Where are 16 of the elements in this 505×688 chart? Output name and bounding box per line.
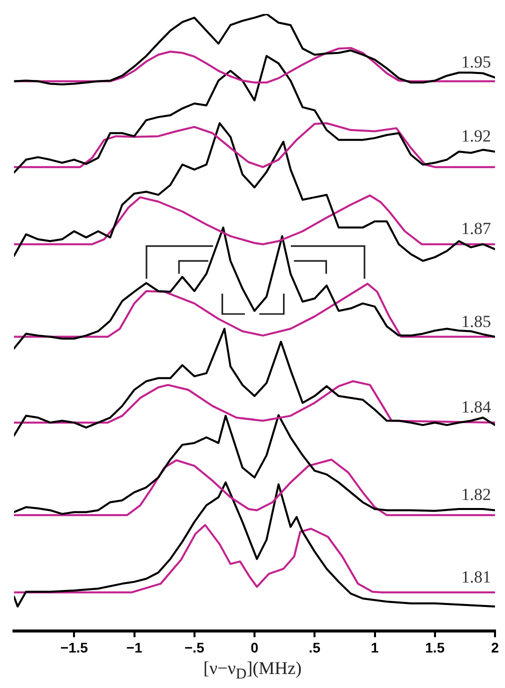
x-tick-label: 2 xyxy=(491,639,500,656)
x-tick-label: 1 xyxy=(370,639,379,656)
x-axis-title: [ν−ν$_{D}$](MHz) xyxy=(202,658,303,684)
series-label: 1.84 xyxy=(461,398,492,417)
series-label: 1.87 xyxy=(461,219,492,238)
x-tick-label: .5 xyxy=(308,639,321,656)
series-label: 1.95 xyxy=(461,52,491,72)
x-tick-label: −1.5 xyxy=(60,639,88,656)
x-tick-label: −1 xyxy=(126,639,142,656)
series-label: 1.81 xyxy=(461,567,491,586)
series-label: 1.92 xyxy=(461,126,491,146)
series-label: 1.82 xyxy=(461,485,491,504)
x-tick-label: −.5 xyxy=(184,639,205,656)
series-label: 1.85 xyxy=(461,312,491,331)
x-tick-label: 1.5 xyxy=(425,639,445,656)
x-tick-label: 0 xyxy=(250,639,259,656)
